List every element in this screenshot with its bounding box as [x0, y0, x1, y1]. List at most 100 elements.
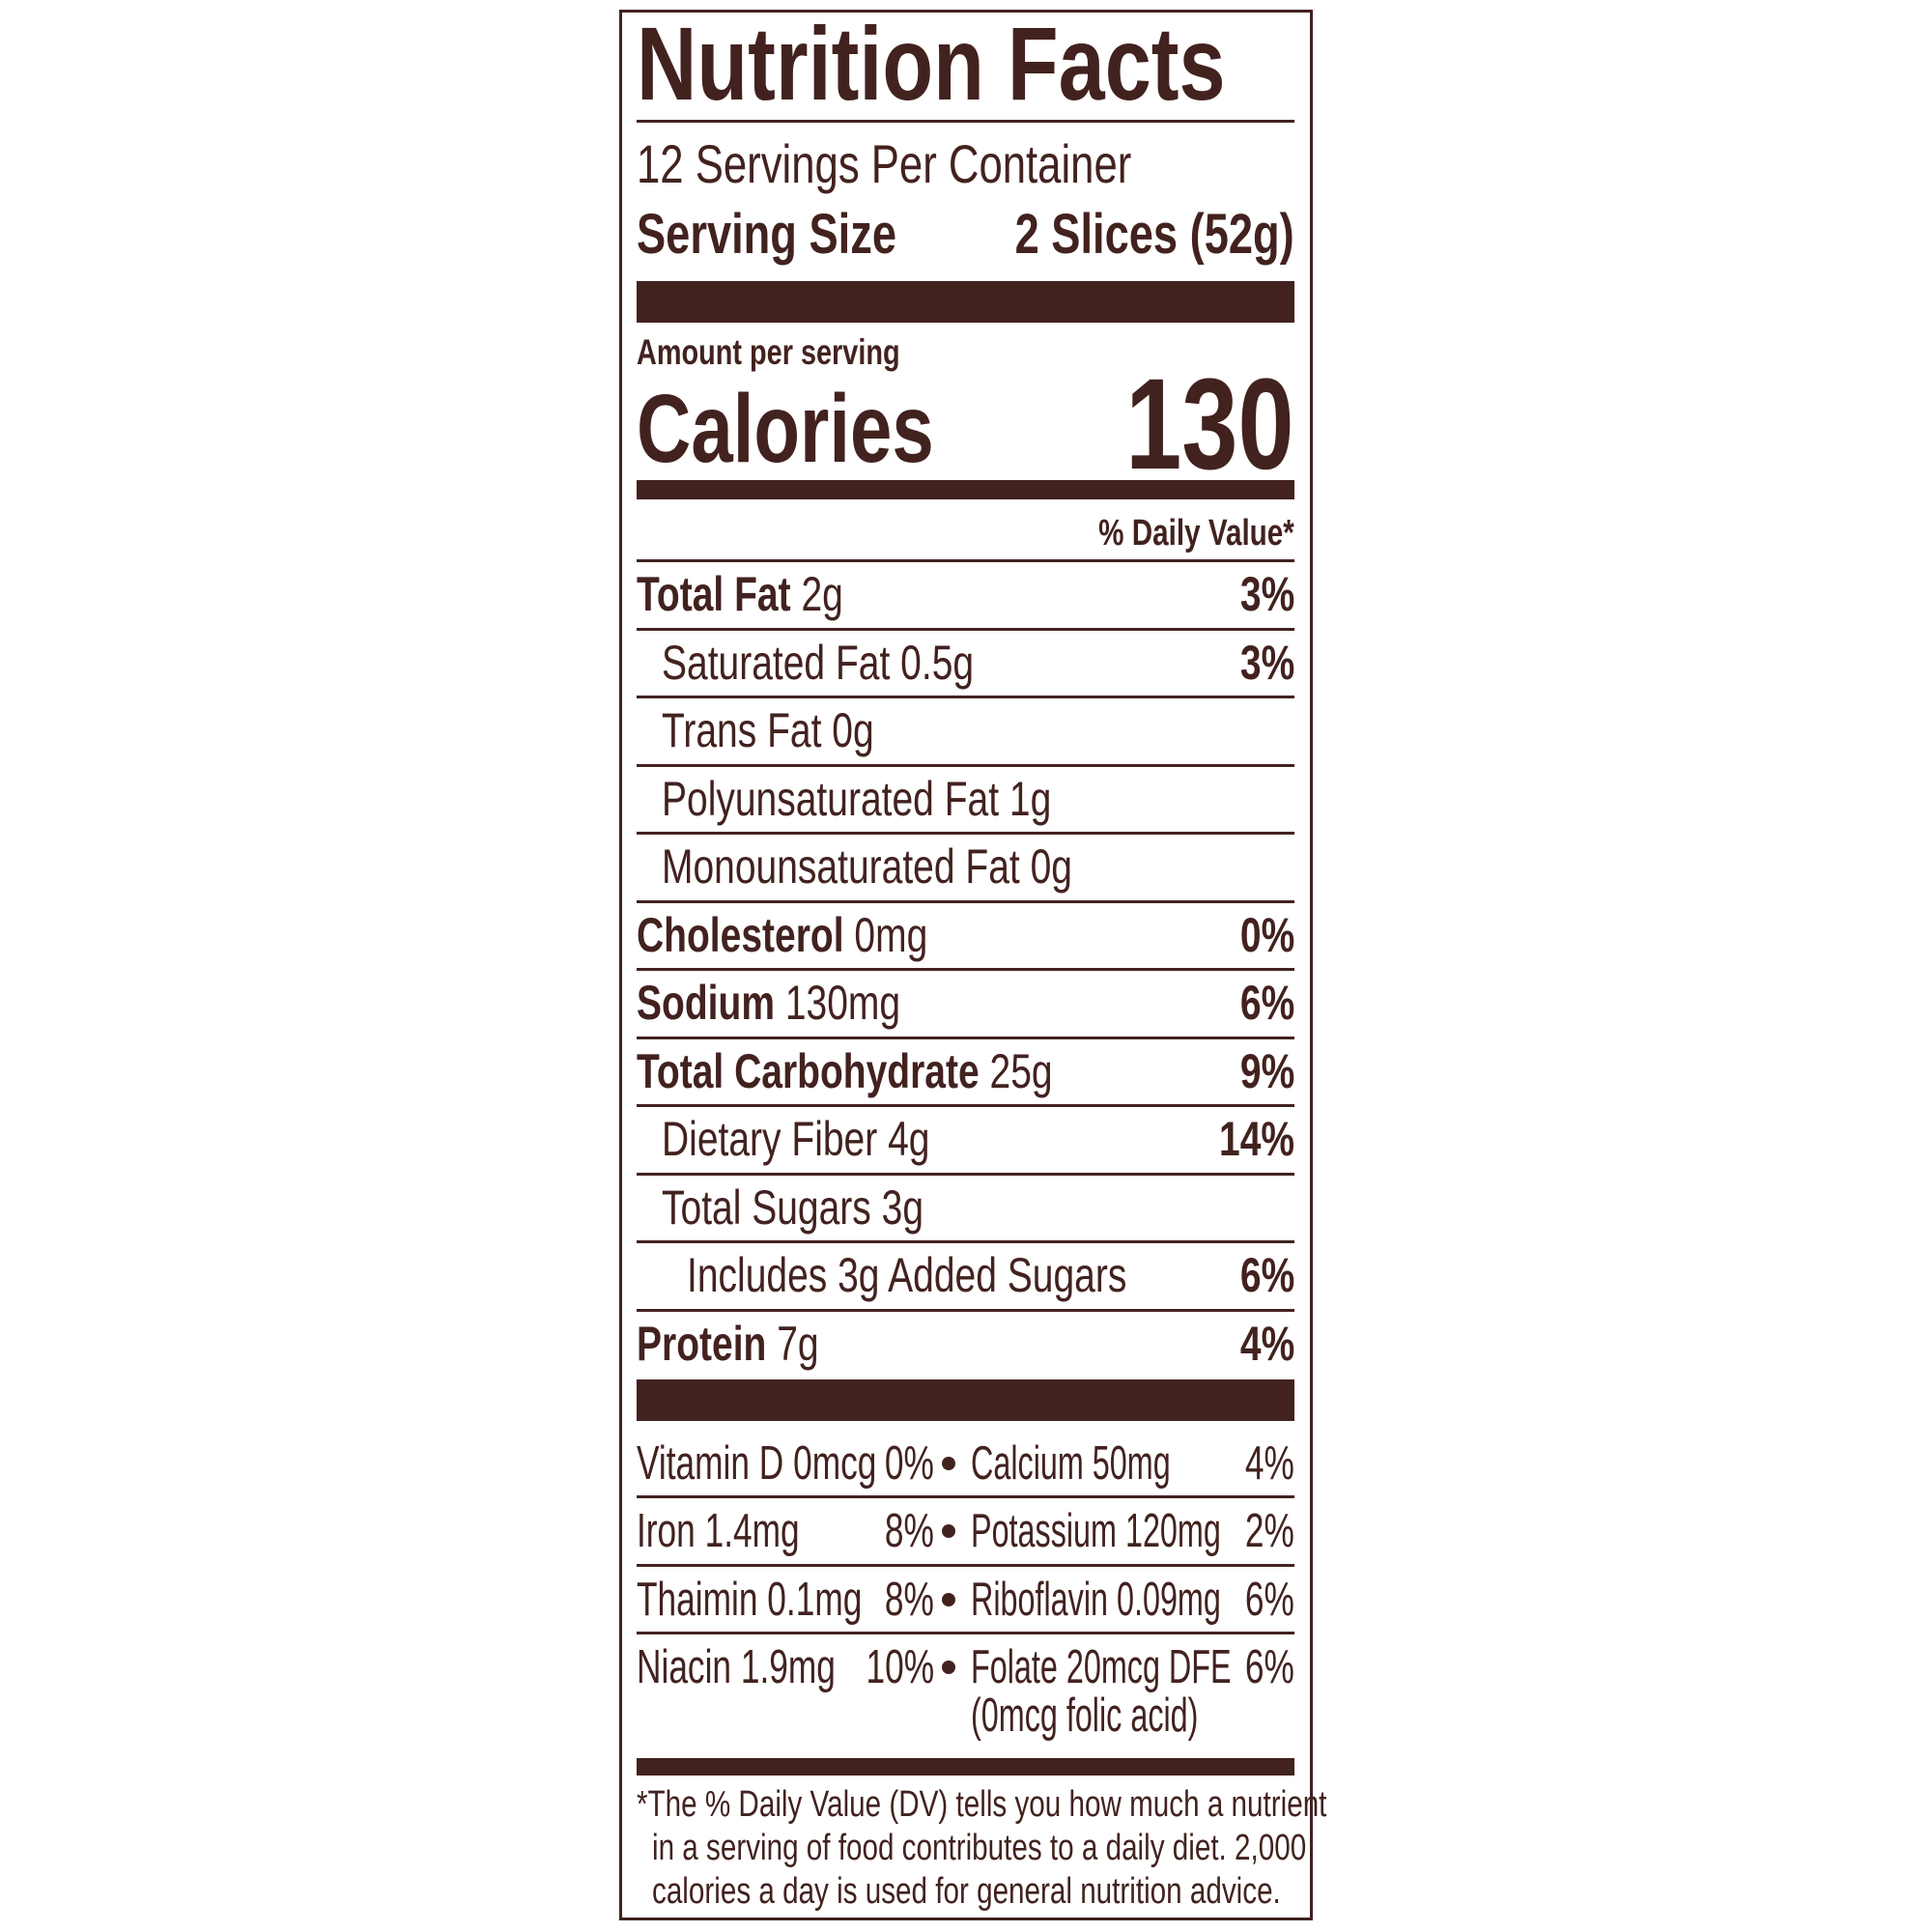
vitamin-name: Folate 20mcg DFE: [971, 1640, 1232, 1693]
vitamin-row: Iron 1.4mg 8% Potassium 120mg 2%: [637, 1497, 1294, 1565]
servings-per-container: 12 Servings Per Container: [637, 133, 1132, 194]
vitamin-name: Calcium 50mg: [971, 1437, 1171, 1490]
nutrient-label: Trans Fat 0g: [662, 696, 874, 764]
nutrient-amount: 1g: [1009, 771, 1052, 826]
divider: [637, 696, 1294, 698]
divider: [637, 763, 1294, 767]
footnote-line: in a serving of food contributes to a da…: [652, 1828, 1307, 1868]
nutrient-amount: 4g: [888, 1112, 930, 1166]
divider: [637, 1631, 1294, 1634]
vitamin-name: Riboflavin 0.09mg: [971, 1573, 1221, 1626]
amount-per-serving: Amount per serving: [637, 332, 900, 372]
vitamin-daily-value: 2%: [1245, 1505, 1294, 1558]
nutrient-daily-value: 14%: [1218, 1112, 1294, 1166]
nutrient-label: Sodium 130mg: [637, 969, 900, 1037]
nutrient-name: Total Carbohydrate: [637, 1043, 980, 1098]
nutrient-row: Total Sugars 3g: [637, 1174, 1294, 1241]
nutrient-amount: 0.5g: [900, 635, 975, 690]
nutrient-label: Monounsaturated Fat 0g: [662, 833, 1072, 900]
bullet-icon: [942, 1660, 955, 1674]
nutrient-row: Saturated Fat 0.5g 3%: [637, 629, 1294, 696]
vitamin-note: (0mcg folic acid): [971, 1689, 1199, 1742]
footnote: *The % Daily Value (DV) tells you how mu…: [637, 1783, 1327, 1914]
daily-value-header-row: % Daily Value*: [637, 512, 1294, 554]
thick-divider: [637, 1379, 1294, 1421]
vitamin-daily-value: 6%: [1245, 1640, 1294, 1693]
vitamin-name: Iron 1.4mg: [637, 1505, 800, 1558]
nutrient-label: Polyunsaturated Fat 1g: [662, 765, 1051, 833]
nutrient-name: Dietary Fiber: [662, 1112, 878, 1166]
divider: [637, 120, 1294, 123]
serving-size-row: Serving Size 2 Slices (52g): [637, 205, 1294, 265]
thick-divider: [637, 281, 1294, 323]
vitamin-row: Vitamin D 0mcg 0% Calcium 50mg 4%: [637, 1430, 1294, 1497]
nutrient-row: Total Fat 2g 3%: [637, 560, 1294, 628]
label-title: Nutrition Facts: [637, 5, 1226, 122]
vitamin-name: Thaimin 0.1mg: [637, 1573, 863, 1626]
nutrient-amount: 7g: [777, 1316, 819, 1371]
vitamin-daily-value: 8%: [885, 1505, 934, 1558]
nutrient-name: Sodium: [637, 976, 775, 1030]
medium-divider: [637, 1758, 1294, 1776]
nutrient-name: Trans Fat: [662, 703, 822, 757]
nutrient-name: Total Fat: [637, 567, 791, 621]
serving-size-value: 2 Slices (52g): [1014, 203, 1294, 266]
nutrient-daily-value: 9%: [1239, 1043, 1294, 1098]
nutrient-row: Monounsaturated Fat 0g: [637, 833, 1294, 900]
nutrient-name: Total Sugars: [662, 1179, 871, 1235]
nutrient-label: Saturated Fat 0.5g: [662, 629, 974, 696]
nutrient-row: Protein 7g 4%: [637, 1310, 1294, 1378]
vitamin-daily-value: 10%: [866, 1640, 934, 1693]
divider: [637, 968, 1294, 971]
nutrient-name: Protein: [637, 1316, 767, 1371]
vitamin-daily-value: 0%: [885, 1437, 934, 1490]
nutrient-row: Cholesterol 0mg 0%: [637, 901, 1294, 969]
divider: [637, 899, 1294, 903]
nutrient-label: Cholesterol 0mg: [637, 901, 927, 969]
label-title-row: Nutrition Facts: [637, 5, 1294, 122]
nutrient-amount: 0mg: [854, 907, 928, 962]
nutrient-row: Dietary Fiber 4g 14%: [637, 1105, 1294, 1173]
nutrient-name: Saturated Fat: [662, 635, 891, 690]
nutrient-daily-value: 0%: [1239, 907, 1294, 962]
servings-row: 12 Servings Per Container: [637, 135, 1294, 193]
nutrient-label: Total Carbohydrate 25g: [637, 1037, 1053, 1105]
divider: [637, 1495, 1294, 1499]
nutrition-facts-label: [619, 10, 1313, 1920]
nutrient-daily-value: 3%: [1239, 567, 1294, 621]
nutrient-row: Sodium 130mg 6%: [637, 969, 1294, 1037]
vitamin-daily-value: 4%: [1245, 1437, 1294, 1490]
nutrient-row: Total Carbohydrate 25g 9%: [637, 1037, 1294, 1105]
bullet-icon: [942, 1592, 955, 1606]
divider: [637, 1240, 1294, 1243]
nutrient-amount: 0g: [832, 703, 874, 757]
nutrient-daily-value: 4%: [1239, 1316, 1294, 1371]
vitamin-name: Vitamin D 0mcg: [637, 1437, 877, 1490]
footnote-line: *The % Daily Value (DV) tells you how mu…: [637, 1784, 1327, 1825]
vitamin-name: Niacin 1.9mg: [637, 1640, 836, 1693]
nutrient-amount: 2g: [801, 567, 843, 621]
nutrient-daily-value: 3%: [1239, 635, 1294, 690]
vitamin-row: Thaimin 0.1mg 8% Riboflavin 0.09mg 6%: [637, 1566, 1294, 1634]
divider: [637, 1104, 1294, 1107]
calories-row: Calories 130: [637, 353, 1294, 497]
divider: [637, 627, 1294, 631]
nutrient-row: Includes 3g Added Sugars 6%: [637, 1241, 1294, 1309]
divider: [637, 1172, 1294, 1176]
nutrient-amount: 3g: [881, 1179, 924, 1235]
nutrient-amount: 130mg: [784, 976, 901, 1030]
footnote-line: calories a day is used for general nutri…: [652, 1871, 1281, 1912]
nutrient-label: Includes 3g Added Sugars: [687, 1241, 1126, 1309]
nutrient-name: Includes 3g Added Sugars: [687, 1248, 1127, 1302]
divider: [637, 559, 1294, 562]
nutrient-name: Monounsaturated Fat: [662, 839, 1020, 894]
nutrient-label: Protein 7g: [637, 1310, 819, 1378]
nutrient-row: Trans Fat 0g: [637, 696, 1294, 764]
vitamin-row: Niacin 1.9mg 10% Folate 20mcg DFE 6% (0mcg f…: [637, 1634, 1294, 1742]
divider: [637, 1308, 1294, 1312]
calories-value: 130: [1125, 353, 1294, 497]
daily-value-header: % Daily Value*: [1098, 513, 1294, 554]
vitamin-name: Potassium 120mg: [971, 1505, 1221, 1558]
nutrient-label: Total Sugars 3g: [662, 1174, 923, 1241]
nutrient-amount: 0g: [1030, 839, 1072, 894]
